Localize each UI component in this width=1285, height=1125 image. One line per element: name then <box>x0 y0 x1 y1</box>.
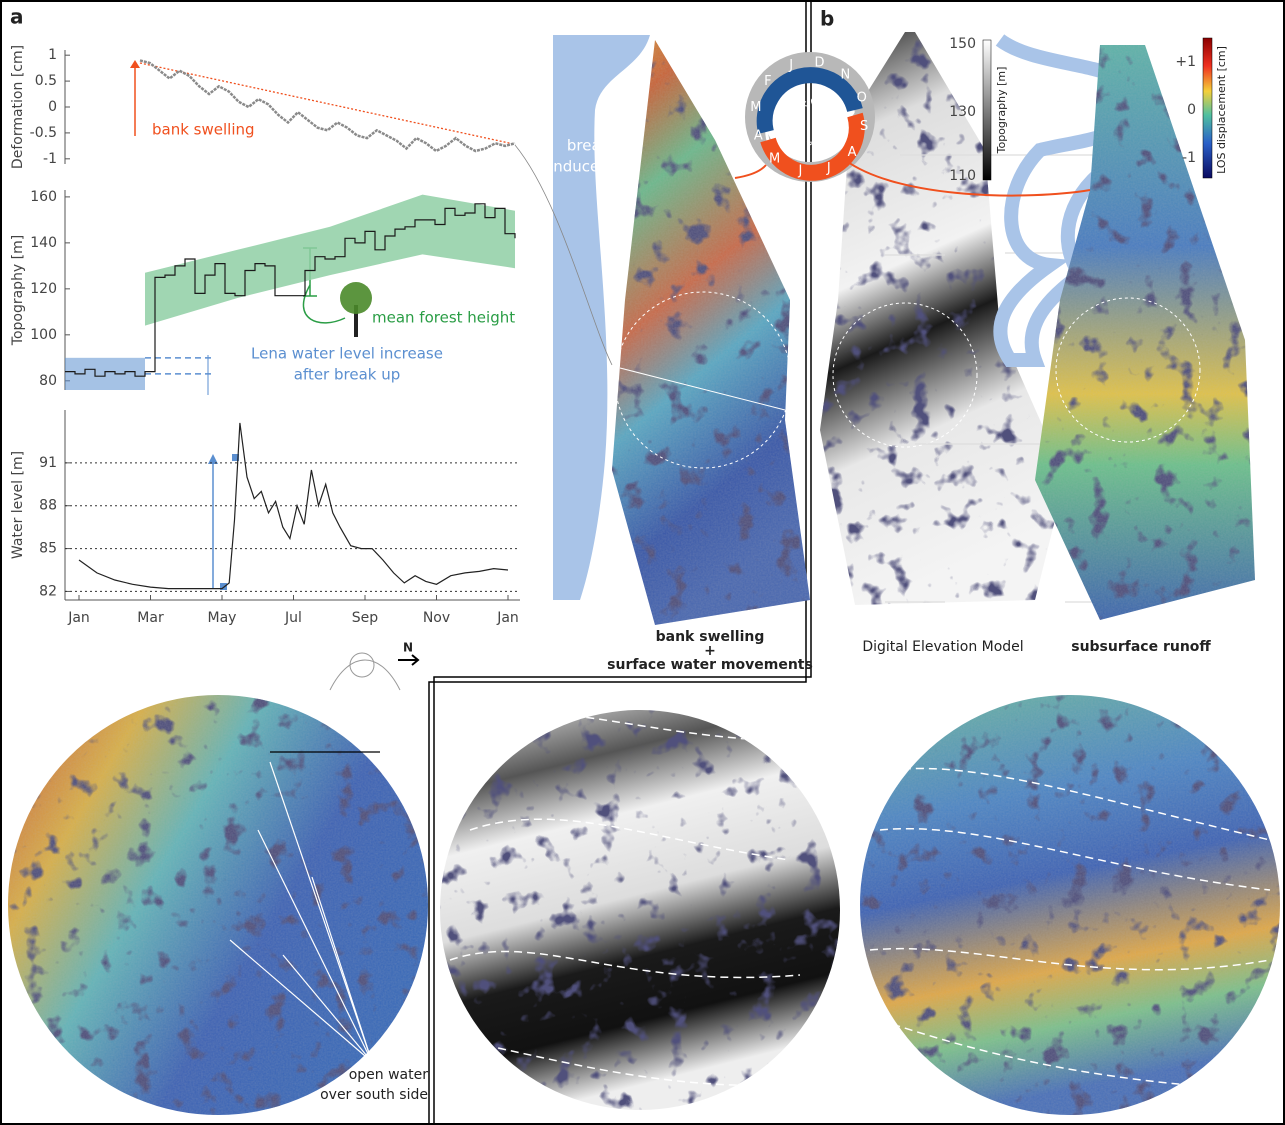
annotation: Lena water level increase <box>251 344 443 362</box>
divider <box>433 2 812 1125</box>
y-tick-label: 88 <box>39 498 57 514</box>
forest-band <box>145 194 515 326</box>
y-tick-label: 85 <box>39 541 57 557</box>
sun-icon <box>349 652 375 678</box>
month-label: N <box>840 67 850 82</box>
month-label: M <box>769 152 780 167</box>
x-tick-label: Jul <box>284 610 302 626</box>
annotation: mean forest height <box>372 309 515 327</box>
colorbar-tick: +1 <box>1175 54 1196 70</box>
x-tick-label: Jan <box>496 610 519 626</box>
panel-label: b <box>820 7 834 31</box>
x-tick-label: Mar <box>137 610 164 626</box>
y-tick-label: 80 <box>39 373 57 389</box>
sun-icon <box>329 659 401 691</box>
y-tick-label: -0.5 <box>30 125 57 141</box>
y-tick-label: 140 <box>30 235 57 251</box>
zoom-dem <box>440 710 840 1110</box>
month-label: J <box>826 161 831 176</box>
zoom-los <box>8 695 428 1115</box>
colorbar-tick: 110 <box>949 168 976 184</box>
caption: bank swelling <box>656 629 765 645</box>
y-tick-label: 160 <box>30 189 57 205</box>
colorbar-tick: 130 <box>949 104 976 120</box>
colorbar-title: Topography [m] <box>995 67 1008 155</box>
y-axis-label: Topography [m] <box>10 235 26 346</box>
month-label: F <box>764 74 771 89</box>
caption: surface water movements <box>607 657 813 673</box>
map-label: break up <box>567 137 633 155</box>
divider <box>428 2 807 1125</box>
month-label: M <box>750 100 761 115</box>
data-line <box>65 203 516 377</box>
marker <box>220 583 227 590</box>
annotation: bank swelling <box>152 121 255 139</box>
colorbar-tick: 0 <box>1187 102 1196 118</box>
y-tick-label: 1 <box>48 47 57 63</box>
month-label: O <box>857 91 867 106</box>
y-tick-label: 0.5 <box>35 73 57 89</box>
month-label: A <box>848 145 857 160</box>
x-tick-label: Nov <box>423 610 450 626</box>
charts: Deformation [cm] 1 0.5 0 -0.5 -1 bank swelling… <box>10 45 520 626</box>
zoom-los <box>860 695 1280 1115</box>
flood-area <box>553 35 650 600</box>
y-tick-label: -1 <box>43 151 57 167</box>
y-tick-label: 82 <box>39 583 57 599</box>
y-tick-label: 91 <box>39 455 57 471</box>
focus-circle <box>614 291 792 469</box>
month-label: S <box>860 119 868 134</box>
caption: Digital Elevation Model <box>862 639 1023 655</box>
north-label: N <box>403 641 413 655</box>
panel-label: a <box>10 5 24 29</box>
annotation: over south side <box>320 1087 428 1103</box>
annotation: after break up <box>294 365 401 383</box>
x-tick-label: Sep <box>352 610 379 626</box>
colorbar-tick: -1 <box>1182 150 1196 166</box>
data-line <box>139 59 516 153</box>
y-tick-label: 120 <box>30 281 57 297</box>
caption: + <box>704 643 716 659</box>
flow-arrows <box>229 761 373 1063</box>
x-tick-label: Jan <box>67 610 90 626</box>
los-map <box>612 40 810 625</box>
tree-icon <box>340 282 372 337</box>
month-label: J <box>788 58 793 73</box>
caption: subsurface runoff <box>1071 639 1211 655</box>
x-tick-label: May <box>208 610 237 626</box>
month-label: D <box>815 55 825 70</box>
colorbar-title: LOS displacement [cm] <box>1215 46 1228 174</box>
colorbar-tick: 150 <box>949 36 976 52</box>
connector <box>514 144 613 366</box>
annotation: open water <box>349 1067 429 1083</box>
month-label: J <box>798 164 803 179</box>
north-arrow <box>398 654 420 666</box>
y-axis-label: Deformation [cm] <box>10 45 26 169</box>
ring-label: T > 0 °C <box>795 130 840 154</box>
colorbar <box>1202 37 1213 179</box>
map-label: induced flood <box>549 158 651 176</box>
y-tick-label: 100 <box>30 327 57 343</box>
arrow <box>734 164 767 179</box>
rise-arrow <box>208 454 218 464</box>
data-line <box>78 422 509 590</box>
profile-line <box>619 367 786 411</box>
colorbar <box>982 39 992 181</box>
focus-circle <box>1055 297 1201 443</box>
focus-circle <box>832 302 978 448</box>
y-axis-label: Water level [m] <box>10 451 26 559</box>
swelling-arrow <box>130 60 140 68</box>
y-tick-label: 0 <box>48 99 57 115</box>
arrow <box>844 159 1091 197</box>
marker <box>232 454 239 461</box>
month-label: A <box>754 128 763 143</box>
